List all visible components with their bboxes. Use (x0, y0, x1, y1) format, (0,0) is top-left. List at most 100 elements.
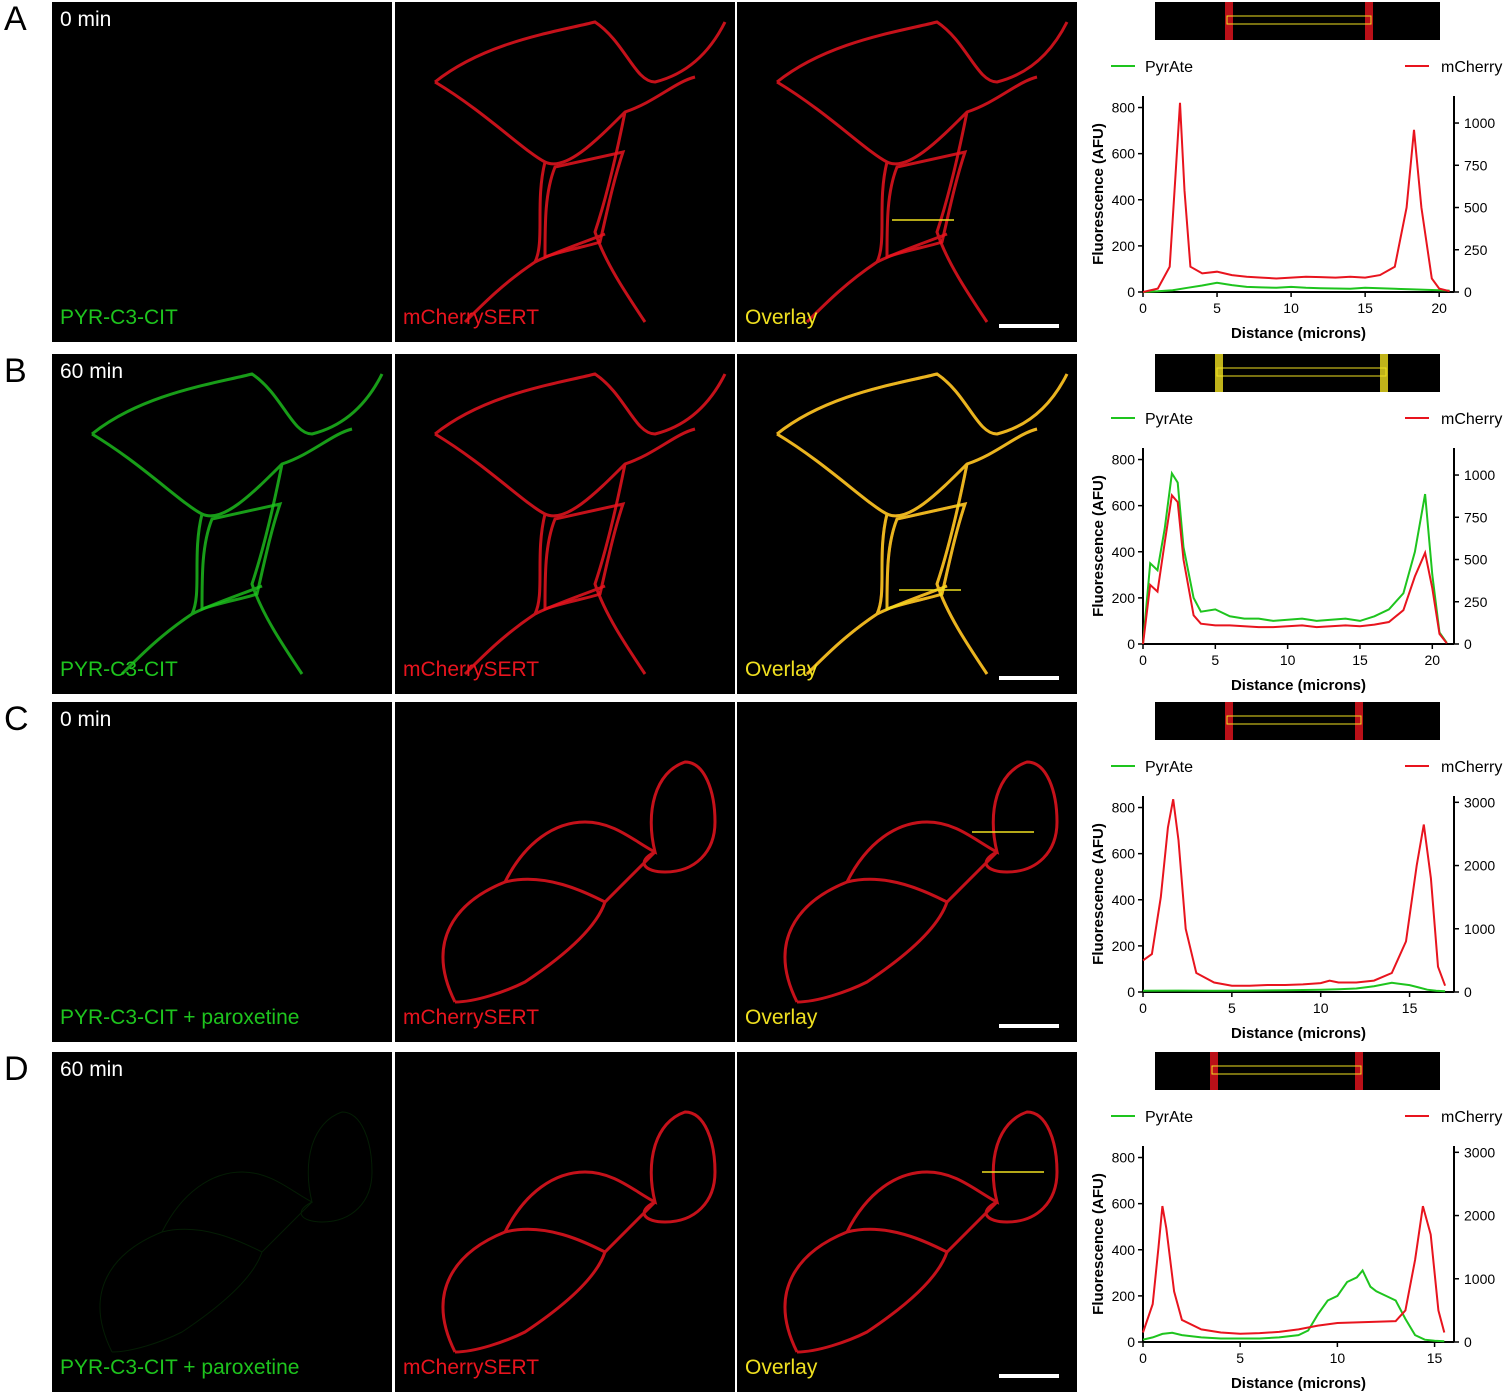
line-profile-strip (1155, 702, 1440, 740)
panel-letter: C (4, 700, 29, 738)
y-tick-label-left: 800 (1112, 452, 1136, 468)
channel-label-green: PYR-C3-CIT (60, 306, 178, 329)
strip-roi-box (1216, 367, 1387, 377)
cell-image (91, 372, 384, 676)
y-tick-label-left: 0 (1127, 636, 1135, 652)
strip-membrane-edge (1365, 2, 1373, 40)
x-axis-label: Distance (microns) (1231, 325, 1366, 342)
y-tick-label-left: 0 (1127, 1334, 1135, 1350)
legend-label-mcherry: mCherry (1441, 759, 1502, 776)
strip-membrane-edge (1380, 354, 1388, 392)
y-axis-label: Fluorescence (AFU) (1090, 823, 1107, 965)
cell-membrane (783, 1110, 1059, 1354)
y-tick-label-right: 750 (1464, 157, 1488, 173)
cell-image (441, 1110, 717, 1354)
strip-membrane-edge (1355, 1052, 1363, 1090)
micrograph-overlay: Overlay (737, 702, 1077, 1042)
micrograph-green: 60 min PYR-C3-CIT + paroxetine (52, 1052, 392, 1392)
series-line-mcherry (1142, 799, 1447, 987)
time-label: 60 min (60, 360, 124, 383)
cell-image (776, 20, 1069, 324)
channel-label-red: mCherrySERT (403, 1356, 540, 1379)
x-tick-label: 10 (1280, 652, 1296, 668)
cell-membrane (434, 20, 727, 324)
micrograph-overlay: Overlay (737, 1052, 1077, 1392)
channel-label-red: mCherrySERT (403, 658, 540, 681)
channel-label-overlay: Overlay (745, 306, 818, 329)
channel-label-green: PYR-C3-CIT (60, 658, 178, 681)
y-tick-label-right: 500 (1464, 200, 1488, 216)
strip-roi-box (1226, 715, 1362, 725)
micrograph-mcherry: mCherrySERT (395, 2, 735, 342)
y-tick-label-right: 0 (1464, 636, 1472, 652)
channel-label-red: mCherrySERT (403, 1006, 540, 1029)
cell-membrane (776, 20, 1069, 324)
cell-image (434, 20, 727, 324)
cell-membrane (783, 760, 1059, 1004)
y-tick-label-right: 1000 (1464, 467, 1495, 483)
line-profile-chart: PyrAte mCherry Fluorescence (AFU) Distance … (1090, 411, 1502, 694)
y-tick-label-left: 400 (1112, 1242, 1136, 1258)
panel-letter: A (4, 0, 27, 38)
y-tick-label-right: 0 (1464, 284, 1472, 300)
y-tick-label-left: 600 (1112, 146, 1136, 162)
y-tick-label-right: 750 (1464, 509, 1488, 525)
x-tick-label: 5 (1228, 1000, 1236, 1016)
x-axis-label: Distance (microns) (1231, 1025, 1366, 1042)
legend-label-mcherry: mCherry (1441, 1109, 1502, 1126)
cell-membrane-green (776, 372, 1069, 676)
y-tick-label-left: 600 (1112, 1196, 1136, 1212)
y-tick-label-right: 2000 (1464, 858, 1495, 874)
strip-membrane-edge (1225, 2, 1233, 40)
cell-membrane (885, 149, 968, 260)
micrograph-mcherry: mCherrySERT (395, 702, 735, 1042)
x-tick-label: 0 (1139, 300, 1147, 316)
y-tick-label-right: 250 (1464, 594, 1488, 610)
line-profile-strip (1155, 2, 1440, 40)
x-tick-label: 5 (1211, 652, 1219, 668)
x-tick-label: 10 (1313, 1000, 1329, 1016)
micrograph-overlay: Overlay (737, 354, 1077, 694)
cell-image (99, 1111, 373, 1353)
scale-bar (999, 324, 1059, 328)
legend-label-pyrate: PyrAte (1145, 759, 1193, 776)
y-tick-label-left: 400 (1112, 192, 1136, 208)
x-tick-label: 0 (1139, 1000, 1147, 1016)
cell-image (434, 372, 727, 676)
x-tick-label: 15 (1402, 1000, 1418, 1016)
cell-membrane-green (200, 501, 283, 612)
x-tick-label: 5 (1213, 300, 1221, 316)
channel-label-overlay: Overlay (745, 1356, 818, 1379)
series-line-pyrate (1142, 981, 1446, 993)
x-tick-label: 20 (1425, 652, 1441, 668)
cell-image (783, 760, 1059, 1004)
cell-membrane (441, 1110, 717, 1354)
channel-label-green: PYR-C3-CIT + paroxetine (60, 1356, 300, 1379)
legend-label-mcherry: mCherry (1441, 411, 1502, 428)
y-tick-label-right: 2000 (1464, 1208, 1495, 1224)
y-tick-label-left: 200 (1112, 1288, 1136, 1304)
cell-image (441, 760, 717, 1004)
micrograph-green: 0 min PYR-C3-CIT + paroxetine (52, 702, 392, 1042)
micrograph-mcherry: mCherrySERT (395, 1052, 735, 1392)
y-tick-label-right: 3000 (1464, 794, 1495, 810)
y-tick-label-left: 0 (1127, 984, 1135, 1000)
legend-label-pyrate: PyrAte (1145, 1109, 1193, 1126)
legend-label-pyrate: PyrAte (1145, 59, 1193, 76)
cell-membrane-green (885, 501, 968, 612)
y-tick-label-right: 3000 (1464, 1144, 1495, 1160)
strip-membrane-edge (1210, 1052, 1218, 1090)
micrograph-green: 60 min PYR-C3-CIT (52, 354, 392, 694)
y-tick-label-left: 200 (1112, 238, 1136, 254)
y-axis-label: Fluorescence (AFU) (1090, 123, 1107, 265)
y-tick-label-right: 500 (1464, 552, 1488, 568)
channel-label-green: PYR-C3-CIT + paroxetine (60, 1006, 300, 1029)
figure-row-a: A 0 min PYR-C3-CIT mCherrySERT Overlay PyrAte… (0, 0, 1512, 342)
y-axis-label: Fluorescence (AFU) (1090, 1173, 1107, 1315)
y-tick-label-left: 200 (1112, 938, 1136, 954)
legend-label-pyrate: PyrAte (1145, 411, 1193, 428)
y-tick-label-left: 600 (1112, 498, 1136, 514)
cell-membrane (776, 372, 1069, 676)
micrograph-green: 0 min PYR-C3-CIT (52, 2, 392, 342)
y-tick-label-right: 0 (1464, 1334, 1472, 1350)
